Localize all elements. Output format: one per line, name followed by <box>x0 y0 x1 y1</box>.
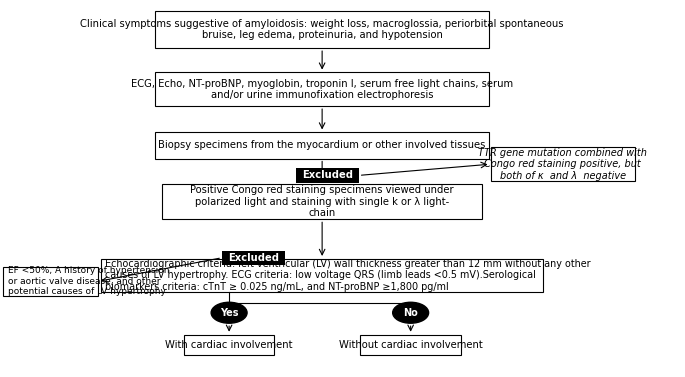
FancyBboxPatch shape <box>3 267 98 296</box>
Text: Clinical symptoms suggestive of amyloidosis: weight loss, macroglossia, periorbi: Clinical symptoms suggestive of amyloido… <box>80 18 564 40</box>
Text: Biopsy specimens from the myocardium or other involved tissues: Biopsy specimens from the myocardium or … <box>158 141 486 150</box>
Text: Excluded: Excluded <box>302 170 353 181</box>
FancyBboxPatch shape <box>296 168 359 182</box>
FancyBboxPatch shape <box>155 72 489 106</box>
Text: EF <50%, A history of hypertension
or aortic valve disease, and other
potential : EF <50%, A history of hypertension or ao… <box>8 267 169 296</box>
Text: Yes: Yes <box>220 308 238 318</box>
Circle shape <box>211 302 247 323</box>
Text: Echocardiographic criteria: left ventricular (LV) wall thickness greater than 12: Echocardiographic criteria: left ventric… <box>105 259 591 292</box>
FancyBboxPatch shape <box>490 147 635 181</box>
FancyBboxPatch shape <box>162 184 482 219</box>
FancyBboxPatch shape <box>155 132 489 159</box>
FancyBboxPatch shape <box>184 335 274 355</box>
Circle shape <box>393 302 429 323</box>
Text: Positive Congo red staining specimens viewed under
polarized light and staining : Positive Congo red staining specimens vi… <box>190 185 454 218</box>
Text: Excluded: Excluded <box>228 253 279 263</box>
Text: Without cardiac involvement: Without cardiac involvement <box>339 340 482 350</box>
FancyBboxPatch shape <box>360 335 461 355</box>
Text: With cardiac involvement: With cardiac involvement <box>165 340 293 350</box>
Text: TTR gene mutation combined with
Congo red staining positive, but
both of κ  and : TTR gene mutation combined with Congo re… <box>478 147 647 181</box>
Text: ECG, Echo, NT-proBNP, myoglobin, troponin I, serum free light chains, serum
and/: ECG, Echo, NT-proBNP, myoglobin, troponi… <box>131 78 513 100</box>
FancyBboxPatch shape <box>155 11 489 48</box>
FancyBboxPatch shape <box>222 251 285 265</box>
Text: No: No <box>403 308 418 318</box>
FancyBboxPatch shape <box>101 259 543 292</box>
